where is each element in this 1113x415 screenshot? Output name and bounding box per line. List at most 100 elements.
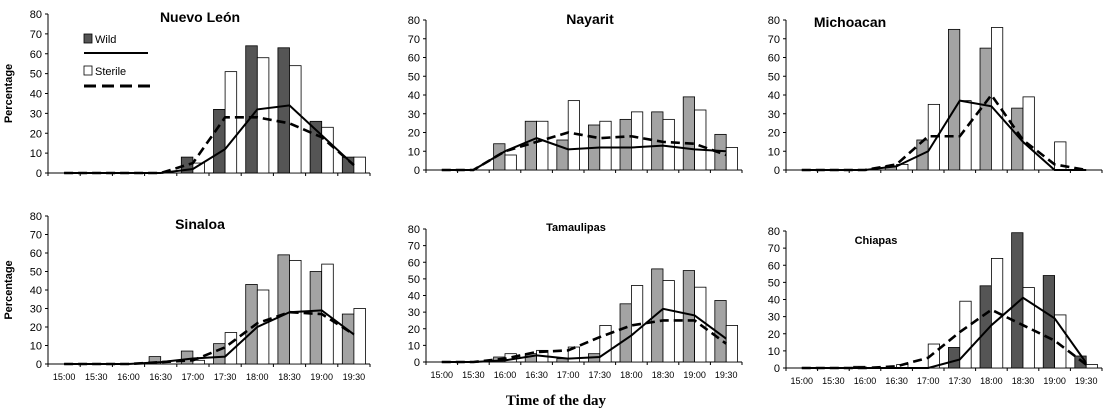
sterile-bar xyxy=(694,286,707,363)
x-tick-label: 16:30 xyxy=(149,372,172,382)
wild-bar xyxy=(556,139,569,171)
sterile-bar xyxy=(289,65,302,174)
sterile-bar xyxy=(321,126,334,174)
chart-title: Nayarit xyxy=(566,11,614,27)
x-tick-label: 16:00 xyxy=(854,376,877,386)
sterile-trend-line xyxy=(441,319,727,364)
y-axis-title: Percentage xyxy=(3,260,15,319)
sterile-bar xyxy=(224,71,238,174)
legend: Wild Sterile xyxy=(83,33,150,88)
chart-panel-2: 0 10 20 30 40 50 60 70 80 Michoacan xyxy=(768,14,1103,177)
chart-title: Michoacan xyxy=(814,14,886,30)
y-tick-label: 0 xyxy=(36,168,42,180)
sterile-trend-line xyxy=(441,131,727,172)
y-tick-label: 30 xyxy=(30,304,42,316)
wild-bar xyxy=(619,118,632,171)
y-tick-label: 20 xyxy=(408,128,420,140)
sterile-bar xyxy=(192,359,205,365)
wild-bar xyxy=(682,96,695,171)
sterile-trend-line xyxy=(801,308,1087,370)
wild-bar xyxy=(341,313,355,365)
y-tick-label: 80 xyxy=(30,211,42,223)
x-tick-label: 18:00 xyxy=(246,372,269,382)
legend-sterile-label: Sterile xyxy=(95,66,126,78)
x-tick-label: 16:00 xyxy=(494,370,517,380)
y-tick-label: 60 xyxy=(768,53,780,65)
y-tick-label: 0 xyxy=(414,165,420,177)
sterile-bar xyxy=(1022,96,1035,171)
x-tick-label: 17:00 xyxy=(557,370,580,380)
y-tick-label: 0 xyxy=(414,357,420,369)
sterile-bar xyxy=(694,109,707,171)
x-tick-label: 16:30 xyxy=(885,376,908,386)
y-tick-label: 80 xyxy=(768,15,780,27)
wild-bar xyxy=(245,45,258,174)
wild-bar xyxy=(682,270,695,363)
x-tick-label: 15:00 xyxy=(53,372,76,382)
y-tick-label: 20 xyxy=(768,329,780,341)
chart-panel-3: 0 10 20 30 40 50 60 70 80 15:00 15:30 16:00 16:30 17:… xyxy=(3,211,371,382)
x-tick-label: 19:30 xyxy=(715,370,738,380)
sterile-trend-line xyxy=(801,92,1087,172)
y-tick-label: 70 xyxy=(768,243,780,255)
x-tick-label: 16:00 xyxy=(117,372,140,382)
sterile-bar xyxy=(599,120,612,171)
chart-title: Tamaulipas xyxy=(546,222,606,234)
sterile-bar xyxy=(224,332,238,365)
y-tick-label: 40 xyxy=(408,291,420,303)
y-tick-label: 20 xyxy=(30,128,42,140)
y-tick-label: 60 xyxy=(30,248,42,260)
y-tick-label: 10 xyxy=(768,346,780,358)
chart-panel-5: 0 10 20 30 40 50 60 70 80 15:00 15:30 16:00 16:30 17:… xyxy=(768,226,1103,386)
panels: 0 10 20 30 40 50 60 70 80 Nuevo León Percentage Wil… xyxy=(3,9,1103,386)
sterile-bar xyxy=(504,154,517,171)
x-tick-label: 17:00 xyxy=(917,376,940,386)
y-tick-label: 10 xyxy=(408,340,420,352)
wild-trend-line xyxy=(801,99,1087,171)
wild-bar xyxy=(948,28,961,171)
y-tick-label: 80 xyxy=(768,226,780,238)
y-tick-label: 50 xyxy=(408,274,420,286)
y-tick-label: 60 xyxy=(408,53,420,65)
sterile-bar xyxy=(725,325,738,363)
sterile-bar xyxy=(353,308,366,365)
y-tick-label: 40 xyxy=(30,285,42,297)
x-tick-label: 19:00 xyxy=(310,372,333,382)
sterile-bar xyxy=(991,27,1004,171)
y-tick-label: 70 xyxy=(768,34,780,46)
y-tick-label: 30 xyxy=(30,108,42,120)
x-tick-label: 15:30 xyxy=(822,376,845,386)
sterile-bar xyxy=(662,118,675,171)
wild-bar xyxy=(948,347,961,369)
y-tick-label: 0 xyxy=(774,165,780,177)
y-tick-label: 10 xyxy=(30,148,42,160)
sterile-bar xyxy=(536,120,549,171)
y-tick-label: 40 xyxy=(408,90,420,102)
sterile-bar xyxy=(927,343,940,369)
y-tick-label: 30 xyxy=(408,307,420,319)
sterile-trend-line xyxy=(64,310,355,366)
sterile-trend-line xyxy=(64,116,355,175)
x-tick-label: 18:00 xyxy=(620,370,643,380)
y-tick-label: 60 xyxy=(30,49,42,61)
x-tick-label: 17:30 xyxy=(949,376,972,386)
wild-bar xyxy=(651,268,664,363)
y-tick-label: 30 xyxy=(768,109,780,121)
x-tick-label: 19:00 xyxy=(1043,376,1066,386)
y-tick-label: 20 xyxy=(408,324,420,336)
x-tick-label: 19:30 xyxy=(343,372,366,382)
x-tick-label: 18:00 xyxy=(980,376,1003,386)
sterile-bar xyxy=(353,156,366,174)
sterile-bar xyxy=(631,111,644,171)
chart-panel-0: 0 10 20 30 40 50 60 70 80 Nuevo León Percentage Wil… xyxy=(3,9,371,180)
y-tick-label: 40 xyxy=(30,89,42,101)
x-tick-label: 18:30 xyxy=(1012,376,1035,386)
wild-bar xyxy=(309,271,323,365)
y-tick-label: 60 xyxy=(408,257,420,269)
y-tick-label: 50 xyxy=(30,267,42,279)
sterile-bar xyxy=(256,57,270,174)
x-tick-label: 15:00 xyxy=(791,376,814,386)
y-tick-label: 50 xyxy=(768,277,780,289)
x-tick-label: 17:30 xyxy=(214,372,237,382)
